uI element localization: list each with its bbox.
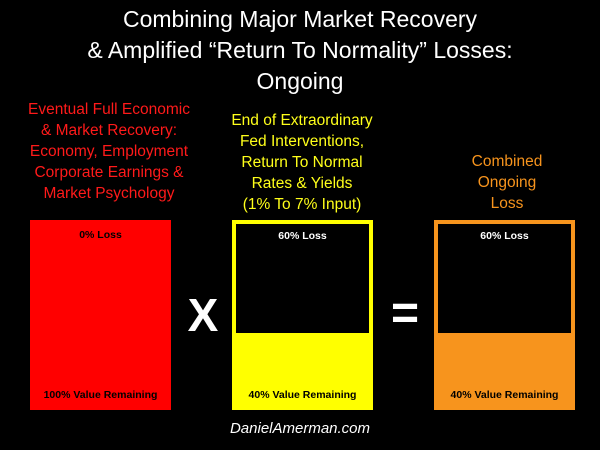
combined-heading: Combined Ongoing Loss (422, 151, 592, 214)
heading-line: End of Extraordinary (231, 112, 373, 129)
heading-line: Return To Normal (241, 154, 363, 171)
heading-line: Fed Interventions, (239, 133, 365, 150)
heading-line: Loss (490, 195, 524, 212)
heading-line: Combined (471, 153, 543, 170)
remaining-label: 100% Value Remaining (43, 389, 158, 401)
heading-line: Corporate Earnings & (34, 164, 184, 181)
heading-line: & Market Recovery: (40, 122, 178, 139)
loss-label: 60% Loss (278, 230, 327, 242)
title-line: & Amplified “Return To Normality” Losses… (87, 37, 513, 63)
normality-value-box: 60% Loss 40% Value Remaining (232, 220, 373, 410)
heading-line: Economy, Employment (29, 143, 189, 160)
title-line: Combining Major Market Recovery (122, 6, 478, 32)
page-title: Combining Major Market Recovery & Amplif… (0, 4, 600, 97)
heading-line: Market Psychology (43, 185, 175, 202)
remaining-label: 40% Value Remaining (248, 389, 357, 401)
title-line: Ongoing (256, 68, 344, 94)
heading-line: (1% To 7% Input) (242, 196, 362, 213)
heading-line: Ongoing (477, 174, 537, 191)
equals-sign: = (390, 287, 420, 340)
multiply-sign: X (187, 289, 219, 341)
heading-line: Eventual Full Economic (28, 101, 190, 118)
combined-value-box: 60% Loss 40% Value Remaining (434, 220, 575, 410)
recovery-value-box: 0% Loss 100% Value Remaining (30, 220, 171, 410)
remaining-fill (236, 333, 369, 406)
normality-heading: End of Extraordinary Fed Interventions, … (212, 110, 392, 215)
recovery-heading: Eventual Full Economic & Market Recovery… (0, 99, 218, 204)
remaining-label: 40% Value Remaining (450, 389, 559, 401)
loss-label: 60% Loss (480, 230, 529, 242)
loss-label: 0% Loss (79, 229, 122, 241)
heading-line: Rates & Yields (251, 175, 353, 192)
site-url: DanielAmerman.com (229, 420, 371, 437)
remaining-fill (438, 333, 571, 406)
